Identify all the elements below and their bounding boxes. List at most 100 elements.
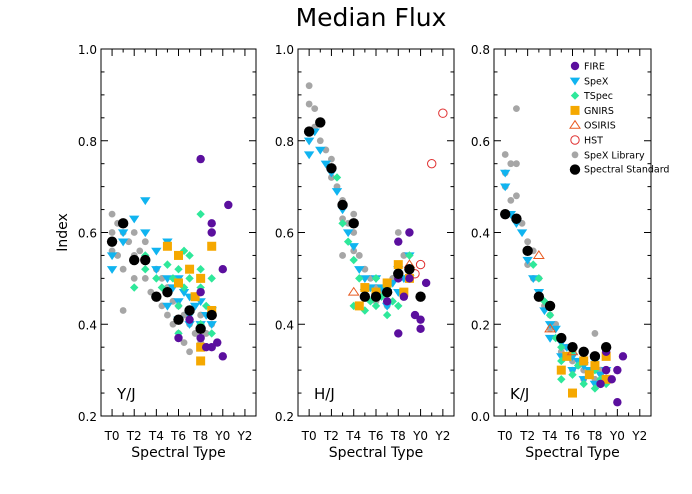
legend-marker [569, 164, 581, 175]
data-point [568, 370, 577, 379]
data-point [371, 274, 381, 283]
y-axis-title: Index [55, 213, 71, 252]
y-tick-label: 1.0 [78, 43, 97, 57]
y-tick-label: 1.0 [275, 43, 294, 57]
series-gnirs [556, 351, 611, 398]
data-point [579, 379, 588, 389]
data-point [337, 199, 348, 211]
data-point [152, 274, 161, 283]
data-point [421, 278, 431, 288]
data-point [350, 210, 358, 218]
data-point [196, 209, 205, 219]
data-point [500, 208, 511, 220]
data-point [178, 289, 190, 297]
x-tick-label: Y0 [214, 429, 230, 443]
data-point [213, 338, 222, 347]
x-tick-label: Y2 [434, 429, 450, 443]
series-spectral-standard [500, 208, 612, 362]
data-point [326, 163, 337, 174]
data-point [195, 323, 206, 335]
data-point [600, 341, 612, 353]
data-point [591, 330, 599, 337]
data-point [347, 286, 360, 296]
series-spectral-standard [106, 218, 217, 335]
data-point [136, 247, 144, 255]
data-point [332, 173, 342, 182]
data-point [601, 374, 611, 384]
y-tick-label: 0.4 [78, 318, 97, 332]
data-point [174, 301, 183, 311]
data-point [578, 346, 589, 357]
data-point [349, 255, 358, 265]
data-point [618, 352, 628, 361]
data-point [185, 264, 195, 274]
y-tick-label: 0.8 [78, 135, 97, 149]
data-point [405, 274, 414, 283]
legend-label: TSpec [583, 91, 613, 102]
legend-label: Spectral Standard [584, 165, 669, 176]
data-point [162, 286, 173, 298]
data-point [393, 268, 404, 279]
data-point [185, 274, 194, 283]
data-point [382, 297, 392, 306]
data-point [119, 265, 127, 273]
legend-label: HST [584, 136, 603, 147]
data-point [394, 301, 403, 311]
data-point [382, 310, 392, 320]
data-point [540, 297, 549, 306]
x-tick-label: Y2 [631, 429, 647, 443]
data-point [416, 324, 425, 334]
legend-item-tspec: TSpec [570, 91, 613, 102]
x-tick-label: T2 [519, 429, 535, 443]
data-point [360, 283, 370, 293]
legend-item-spex-library: SpeX Library [571, 150, 645, 161]
data-point [348, 243, 359, 251]
data-point [607, 375, 616, 384]
legend-item-hst: HST [570, 135, 603, 147]
data-point [513, 105, 520, 113]
data-point [106, 252, 118, 261]
y-tick-label: 0.8 [471, 43, 490, 57]
panel-1: T0 T2 T4 T6 T8 Y0 Y2 0.2 0.4 0.6 0.8 1.0 Spectral Ty… [55, 43, 257, 461]
data-point [184, 321, 195, 329]
data-point [601, 351, 611, 361]
y-tick-label: 0.6 [275, 227, 294, 241]
data-point [399, 292, 409, 301]
data-point [590, 384, 600, 393]
data-point [174, 250, 183, 260]
legend-marker [569, 77, 581, 86]
legend-marker [569, 119, 581, 129]
data-point [141, 265, 150, 274]
x-tick-label: T6 [170, 429, 186, 443]
data-point [338, 219, 347, 228]
panel-label: H/J [314, 385, 335, 403]
data-point [500, 183, 511, 192]
data-point [184, 305, 195, 316]
data-point [141, 238, 149, 246]
data-point [119, 307, 127, 314]
series-spex [303, 128, 415, 311]
data-point [207, 241, 217, 251]
data-point [393, 260, 403, 270]
panel-label: K/J [510, 385, 529, 403]
legend-marker [570, 135, 580, 145]
data-point [151, 291, 162, 302]
data-point [545, 310, 555, 320]
x-tick-label: Y2 [236, 429, 252, 443]
data-point [354, 301, 364, 311]
data-point [196, 154, 205, 164]
data-point [331, 188, 343, 196]
legend: FIRE SpeX TSpec GNIRS OSIRIS HST SpeX Library S… [569, 62, 669, 176]
data-point [405, 251, 414, 260]
data-point [438, 108, 448, 118]
y-tick-label: 0.4 [471, 227, 490, 241]
data-point [507, 160, 515, 168]
data-point [405, 228, 414, 237]
data-point [196, 356, 206, 366]
data-point [416, 315, 425, 324]
panel-2: T0 T2 T4 T6 T8 Y0 Y2 0.2 0.4 0.6 0.8 1.0 Spectral Ty… [275, 43, 455, 461]
chart-panels: T0 T2 T4 T6 T8 Y0 Y2 0.2 0.4 0.6 0.8 1.0 Spectral Ty… [55, 43, 652, 461]
data-area [303, 82, 448, 338]
data-point [511, 213, 522, 224]
data-point [601, 365, 611, 375]
